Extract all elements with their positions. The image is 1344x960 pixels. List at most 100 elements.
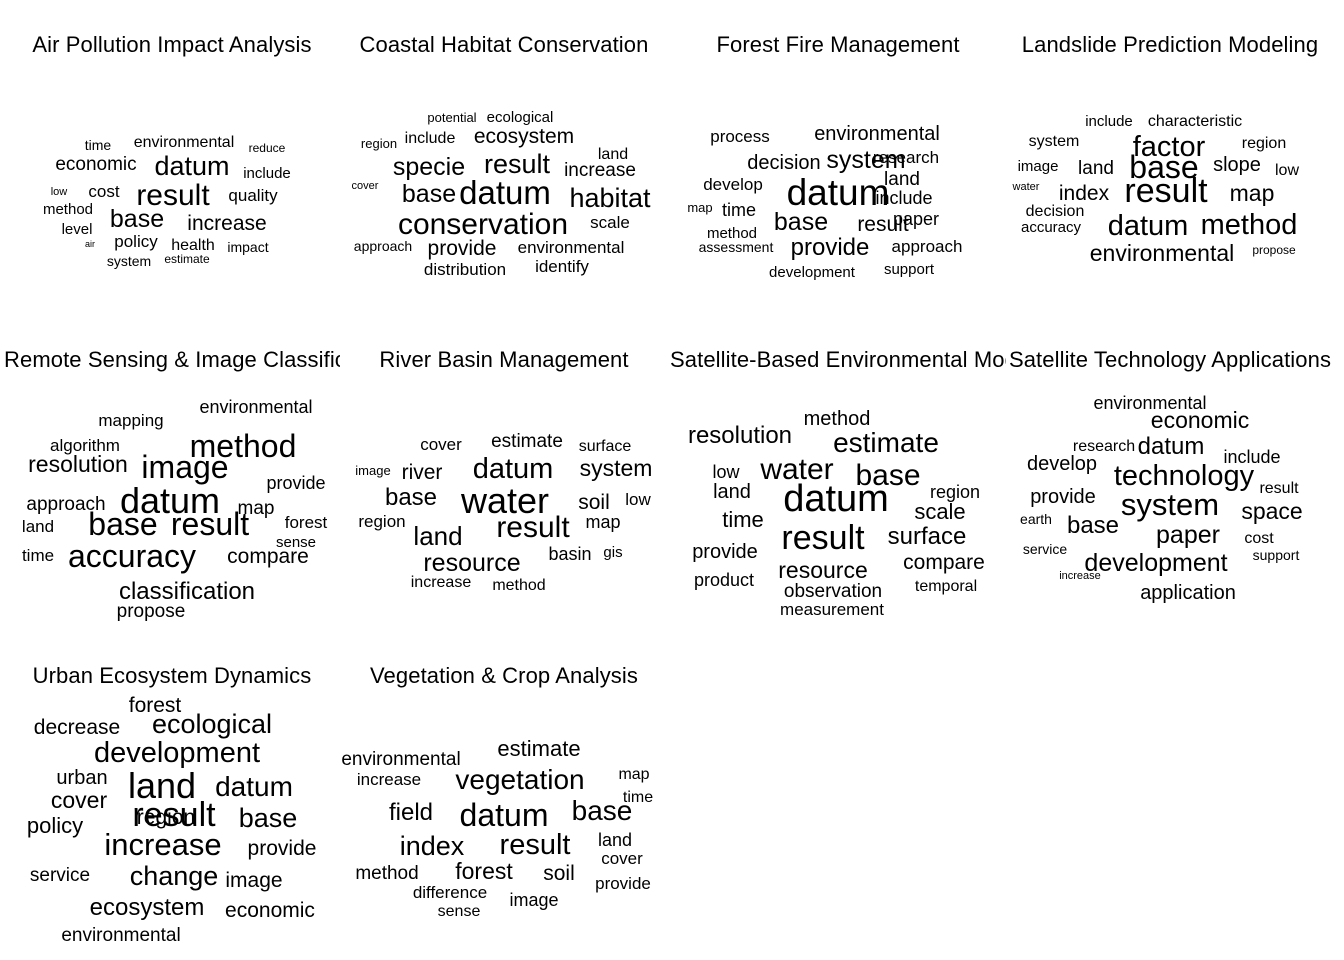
word-surface: surface [888,523,967,550]
word-policy: policy [114,232,158,251]
word-provide: provide [266,473,325,493]
word-low: low [51,186,68,198]
word-decrease: decrease [34,716,120,739]
word-base: base [1129,149,1198,185]
word-time: time [22,546,54,565]
word-assessment: assessment [699,239,774,255]
word-propose: propose [117,601,186,622]
word-image: image [141,449,228,485]
word-surface: surface [579,438,632,455]
word-method: method [1201,209,1298,241]
word-development: development [1084,549,1227,577]
word-compare: compare [227,545,309,568]
word-cloud: environmental estimate increase vegetation m… [341,736,653,920]
word-economic: economic [225,899,315,922]
word-cloud-panel-air-pollution-impact-analysis: Air Pollution Impact Analysis time environ… [4,8,340,324]
word-research: research [873,148,939,167]
word-ecosystem: ecosystem [90,894,205,921]
word-method: method [804,408,871,430]
word-image: image [225,869,282,892]
word-observation: observation [784,581,882,602]
panel-title: Landslide Prediction Modeling [1021,32,1319,57]
word-scale: scale [914,499,965,524]
word-characteristic: characteristic [1148,113,1242,130]
word-provide: provide [595,874,651,893]
word-include: include [405,130,456,147]
panel-title: River Basin Management [379,347,629,372]
word-datum: datum [783,478,889,520]
word-land: land [128,765,196,806]
word-resolution: resolution [688,422,792,449]
word-datum: datum [473,453,554,485]
word-increase: increase [357,770,421,789]
panel-title: Satellite-Based Environmental Modeling [670,347,1006,372]
word-datum: datum [460,797,549,833]
word-water: water [759,453,833,486]
word-land: land [598,830,632,850]
word-forest: forest [285,513,328,532]
word-development: development [769,264,856,281]
panel-title: Remote Sensing & Image Classification [4,347,340,372]
panel-title: Coastal Habitat Conservation [359,32,649,57]
word-method: method [355,863,418,884]
word-result: result [496,511,570,544]
word-decision: decision [747,152,820,174]
word-cloud-panel-satellite-based-environmental-modeling: Satellite-Based Environmental Modeling me… [670,323,1006,639]
word-datum: datum [215,771,293,802]
word-datum: datum [120,480,220,521]
word-region: region [1242,135,1286,152]
word-increase: increase [104,827,221,862]
word-develop: develop [703,175,763,194]
word-forest: forest [129,694,182,717]
word-propose: propose [1252,243,1296,257]
word-time: time [722,507,764,532]
word-cover: cover [420,435,462,454]
word-habitat: habitat [569,183,651,213]
word-system: system [580,455,653,481]
word-environmental: environmental [1093,393,1206,413]
word-index: index [1059,182,1110,205]
word-image: image [1018,158,1059,175]
word-cover: cover [51,787,108,813]
word-increase: increase [564,160,636,181]
word-system: system [826,146,905,174]
word-cloud: process environmental decision systemresear… [687,123,962,281]
word-process: process [710,127,770,146]
word-research: research [1073,438,1135,455]
panel-title: Urban Ecosystem Dynamics [32,663,312,688]
word-impact: impact [227,239,268,255]
word-ecological: ecological [152,709,272,739]
word-support: support [884,261,935,278]
word-economic: economic [1151,407,1249,433]
word-low: low [625,490,651,509]
word-application: application [1140,582,1236,604]
word-measurement: measurement [780,600,884,619]
word-cost: cost [88,182,119,201]
word-environmental: environmental [814,123,940,145]
word-economic: economic [55,154,136,175]
word-forest: forest [455,858,513,884]
word-system: system [1029,133,1080,150]
word-environmental: environmental [199,397,312,417]
word-datum: datum [154,151,229,181]
word-cloud: cover estimate surface image river datum syste… [355,431,653,594]
word-air: air [85,239,95,249]
word-method: method [492,577,545,594]
word-estimate: estimate [833,427,939,458]
word-land: land [22,517,54,536]
word-soil: soil [578,491,610,514]
word-provide: provide [791,234,870,261]
word-cloud-panel-urban-ecosystem-dynamics: Urban Ecosystem Dynamics forest decrease ec… [4,639,340,955]
word-water: water [460,480,549,521]
word-decision: decision [1026,203,1085,220]
word-cover: cover [352,180,379,192]
word-approach: approach [354,238,412,254]
word-cloud: include characteristic system factor region i… [1012,113,1300,266]
word-cloud-panel-forest-fire-management: Forest Fire Management process environment… [670,8,1006,324]
word-space: space [1241,498,1302,524]
word-time: time [623,789,653,806]
word-cloud-panel-remote-sensing-image-classification: Remote Sensing & Image Classification map… [4,323,340,639]
word-result: result [171,506,249,542]
word-ecosystem: ecosystem [474,125,574,148]
